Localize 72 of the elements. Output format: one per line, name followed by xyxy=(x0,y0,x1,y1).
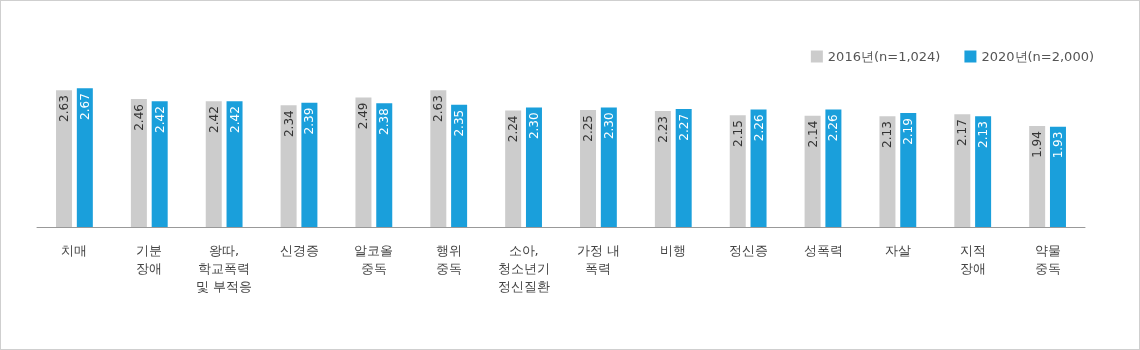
data-label: 2.49 xyxy=(356,102,371,130)
bar xyxy=(675,108,692,227)
bar xyxy=(226,101,243,227)
data-label: 2.30 xyxy=(526,112,541,140)
data-label: 2.30 xyxy=(601,112,616,140)
x-tick-label: 지적 장애 xyxy=(959,242,986,276)
bar xyxy=(130,99,147,227)
bar xyxy=(825,109,842,227)
bar xyxy=(1029,126,1046,227)
x-tick-label: 기분 장애 xyxy=(136,242,163,276)
bar xyxy=(505,110,522,227)
data-label: 2.19 xyxy=(901,118,916,145)
x-tick-label: 왕따, 학교폭력 및 부적응 xyxy=(196,242,253,294)
data-label: 2.24 xyxy=(506,115,521,143)
data-label: 2.13 xyxy=(976,121,991,148)
bar xyxy=(355,97,372,227)
data-label: 2.46 xyxy=(131,104,146,131)
data-label: 2.38 xyxy=(377,108,392,135)
bar xyxy=(729,115,746,227)
x-tick-label: 행위 중독 xyxy=(435,242,462,276)
data-label: 1.94 xyxy=(1030,131,1045,158)
bar xyxy=(376,103,393,227)
data-label: 2.17 xyxy=(955,119,970,146)
bar xyxy=(900,113,917,227)
bar xyxy=(151,101,168,227)
bar xyxy=(600,107,617,227)
bar xyxy=(879,116,896,227)
bar xyxy=(430,90,447,227)
data-label: 2.26 xyxy=(826,114,841,142)
x-tick-label: 정신증 xyxy=(728,242,768,258)
legend-label: 2016년(n=1,024) xyxy=(827,49,941,64)
data-label: 2.23 xyxy=(655,116,670,143)
data-label: 2.39 xyxy=(302,107,317,135)
x-tick-label: 신경증 xyxy=(279,242,319,258)
data-label: 2.63 xyxy=(431,95,446,122)
data-label: 2.42 xyxy=(152,106,167,133)
x-tick-label: 소아, 청소년기 정신질환 xyxy=(497,242,550,294)
bar xyxy=(975,116,992,227)
data-label: 2.34 xyxy=(281,110,296,138)
data-label: 2.67 xyxy=(77,93,92,120)
x-tick-label: 알코올 중독 xyxy=(354,242,394,276)
data-label: 2.14 xyxy=(805,120,820,148)
bar xyxy=(205,101,222,227)
x-tick-label: 가정 내 폭력 xyxy=(576,242,620,276)
x-tick-label: 약물 중독 xyxy=(1034,242,1061,276)
x-tick-label: 성폭력 xyxy=(803,242,843,258)
data-label: 2.13 xyxy=(880,121,895,148)
bar xyxy=(954,114,971,227)
bar xyxy=(580,110,597,227)
bar xyxy=(804,115,821,227)
bar xyxy=(750,109,767,227)
data-label: 2.15 xyxy=(730,120,745,147)
bar xyxy=(76,88,93,227)
legend-label: 2020년(n=2,000) xyxy=(981,49,1094,64)
data-label: 2.35 xyxy=(452,109,467,137)
bar xyxy=(525,107,542,227)
bar xyxy=(1049,126,1066,227)
data-label: 2.63 xyxy=(57,95,72,122)
x-tick-label: 자살 xyxy=(884,242,911,258)
data-label: 1.93 xyxy=(1050,131,1065,159)
data-label: 2.42 xyxy=(206,106,221,133)
bar xyxy=(301,102,318,227)
data-label: 2.25 xyxy=(581,115,596,142)
data-label: 2.27 xyxy=(676,113,691,141)
x-tick-label: 치매 xyxy=(61,242,88,258)
bar xyxy=(56,90,73,227)
data-label: 2.42 xyxy=(227,106,242,133)
bar xyxy=(654,111,671,227)
x-tick-label: 비행 xyxy=(660,242,687,258)
data-label: 2.26 xyxy=(751,114,766,142)
bar xyxy=(280,105,297,227)
bar xyxy=(451,104,468,227)
